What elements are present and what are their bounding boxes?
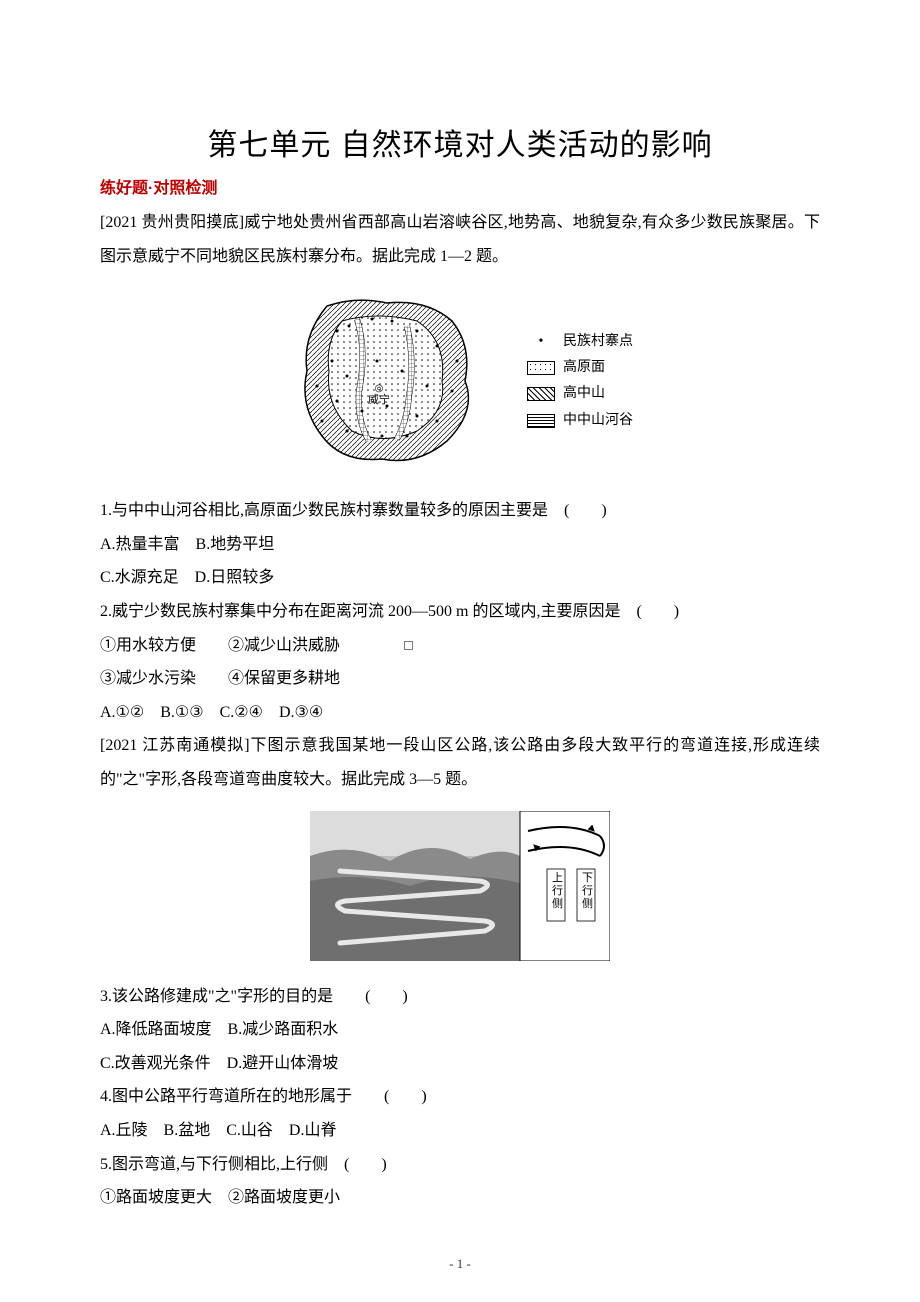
question-5-stmt-line: ①路面坡度更大 ②路面坡度更小 xyxy=(100,1181,820,1215)
question-2-stem: 2.威宁少数民族村寨集中分布在距离河流 200—500 m 的区域内,主要原因是… xyxy=(100,595,820,629)
road-image: 上行侧 下行侧 xyxy=(310,811,610,961)
legend-label: 高中山 xyxy=(563,383,605,405)
question-3-option-line: A.降低路面坡度 B.减少路面积水 xyxy=(100,1013,820,1047)
section-subtitle: 练好题·对照检测 xyxy=(100,174,820,198)
map-center-label: 威宁 xyxy=(368,392,390,406)
legend-swatch-dot xyxy=(527,335,555,349)
question-1-option-line: A.热量丰富 B.地势平坦 xyxy=(100,528,820,562)
question-1-option-line: C.水源充足 D.日照较多 xyxy=(100,561,820,595)
page: 第七单元 自然环境对人类活动的影响 练好题·对照检测 [2021 贵州贵阳摸底]… xyxy=(0,0,920,1302)
question-1-stem: 1.与中中山河谷相比,高原面少数民族村寨数量较多的原因主要是 ( ) xyxy=(100,494,820,528)
intro-paragraph-2: [2021 江苏南通模拟]下图示意我国某地一段山区公路,该公路由多段大致平行的弯… xyxy=(100,729,820,796)
page-number: - 1 - xyxy=(0,1256,920,1272)
legend-label: 民族村寨点 xyxy=(563,331,633,353)
legend-swatch-valley xyxy=(527,414,555,428)
figure-road: 上行侧 下行侧 xyxy=(100,811,820,966)
road-label-down: 下行侧 xyxy=(582,872,593,910)
map-legend: 民族村寨点 高原面 高中山 中中山河谷 xyxy=(527,327,633,437)
legend-row: 高原面 xyxy=(527,357,633,379)
question-5-stem: 5.图示弯道,与下行侧相比,上行侧 ( ) xyxy=(100,1148,820,1182)
legend-label: 中中山河谷 xyxy=(563,410,633,432)
question-3-stem: 3.该公路修建成"之"字形的目的是 ( ) xyxy=(100,980,820,1014)
road-label-up: 上行侧 xyxy=(552,871,563,910)
figure-map: ◎ 威宁 民族村寨点 高原面 高中山 中 xyxy=(100,291,820,476)
legend-label: 高原面 xyxy=(563,357,605,379)
legend-row: 高中山 xyxy=(527,383,633,405)
question-2-stmt-line: ③减少水污染 ④保留更多耕地 xyxy=(100,662,820,696)
square-bullet-icon xyxy=(404,641,413,650)
intro-paragraph-1: [2021 贵州贵阳摸底]威宁地处贵州省西部高山岩溶峡谷区,地势高、地貌复杂,有… xyxy=(100,206,820,273)
unit-title: 第七单元 自然环境对人类活动的影响 xyxy=(100,120,820,164)
map-center-marker: ◎ xyxy=(375,383,384,394)
question-4-options: A.丘陵 B.盆地 C.山谷 D.山脊 xyxy=(100,1114,820,1148)
legend-row: 中中山河谷 xyxy=(527,410,633,432)
question-4-stem: 4.图中公路平行弯道所在的地形属于 ( ) xyxy=(100,1080,820,1114)
legend-swatch-plateau xyxy=(527,361,555,375)
question-2-stmt-line: ①用水较方便 ②减少山洪威胁 xyxy=(100,629,820,663)
question-3-option-line: C.改善观光条件 D.避开山体滑坡 xyxy=(100,1047,820,1081)
legend-swatch-highmtn xyxy=(527,387,555,401)
map-image: ◎ 威宁 xyxy=(287,291,487,471)
stmt-text: ①用水较方便 ②减少山洪威胁 xyxy=(100,637,340,654)
legend-row: 民族村寨点 xyxy=(527,331,633,353)
question-2-options: A.①② B.①③ C.②④ D.③④ xyxy=(100,696,820,730)
